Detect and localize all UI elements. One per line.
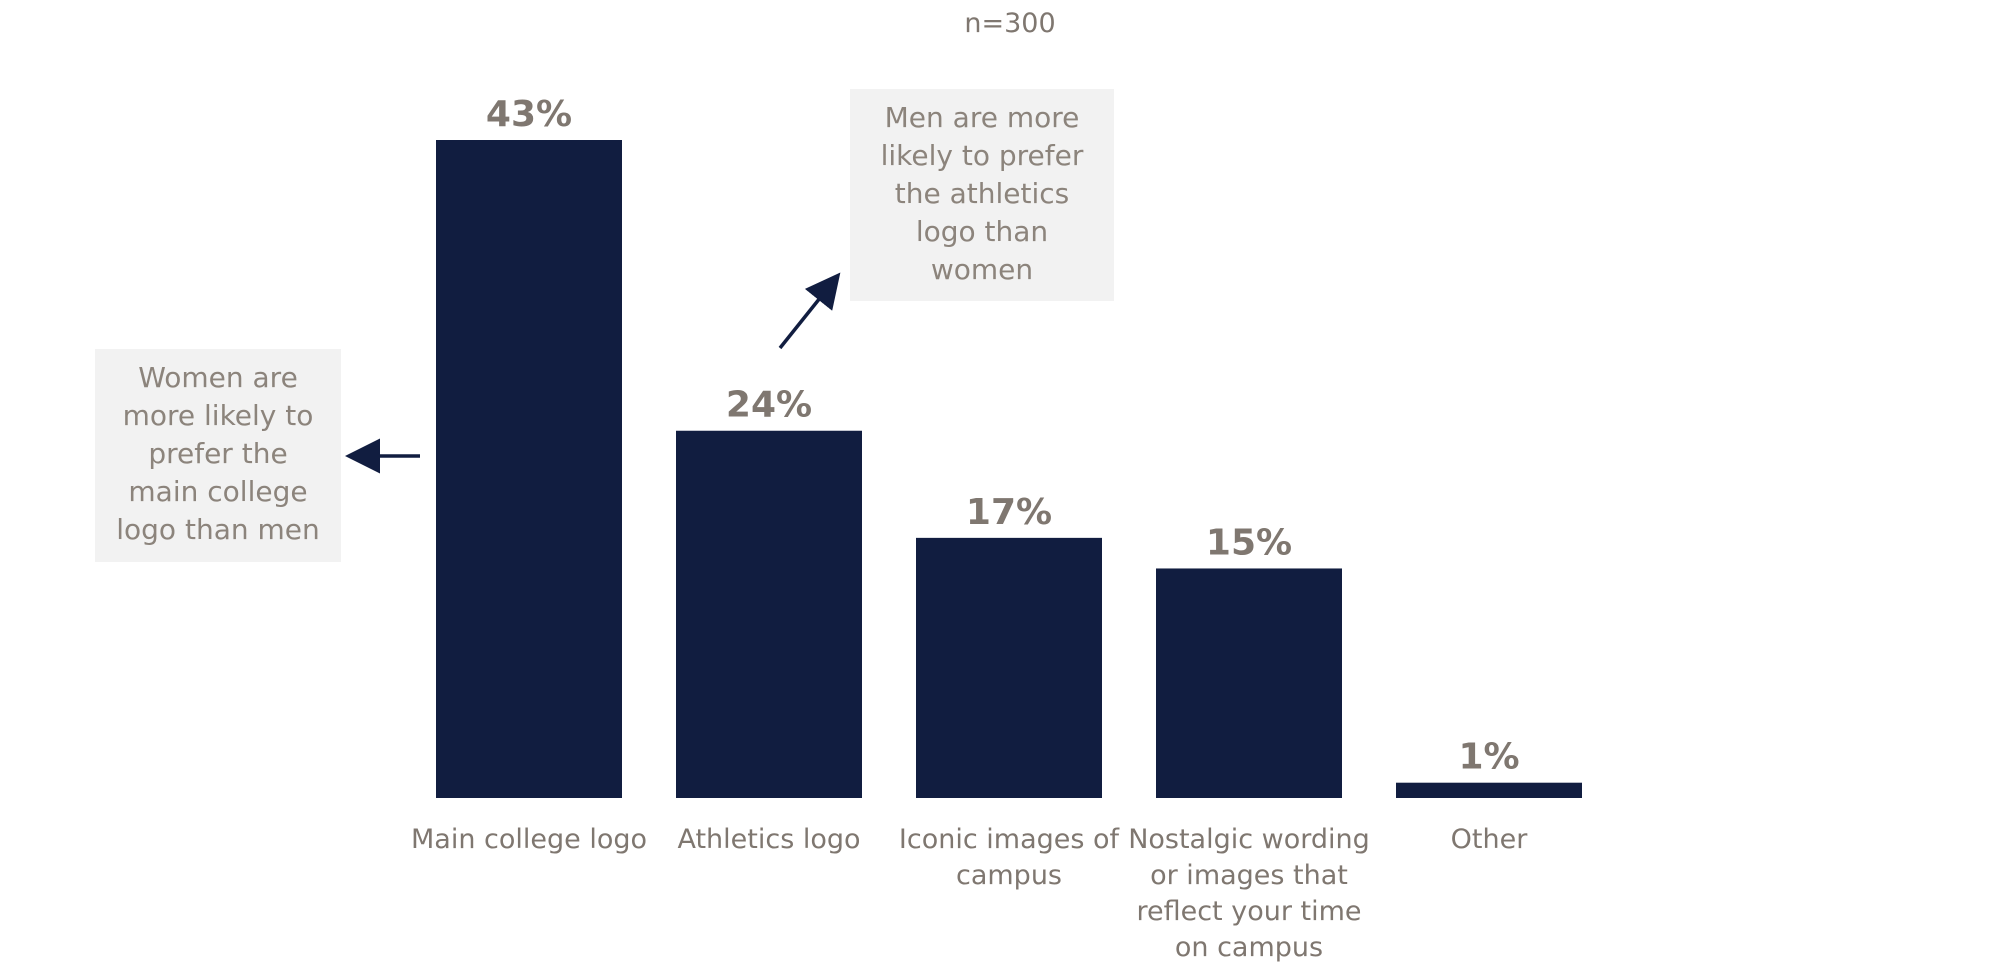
callout-arrow-men [778,272,841,350]
callout-line: prefer the [148,437,288,470]
category-label-line: Nostalgic wording [1128,824,1370,855]
value-labels-group: 43% 24% 17% 15% 1% [486,94,1520,778]
category-label-line: or images that [1150,860,1348,891]
value-label: 24% [726,385,812,426]
callout-line: logo than [915,215,1049,248]
category-label-line: Iconic images of [899,824,1121,855]
category-label-line: Other [1451,824,1529,855]
callout-line: logo than men [116,513,320,546]
sample-size-label: n=300 [964,8,1056,39]
callout-women-preference: Women are more likely to prefer the main… [95,349,341,562]
category-label: Iconic images of campus [899,824,1121,891]
category-label-line: campus [956,860,1062,891]
callout-men-preference: Men are more likely to prefer the athlet… [850,89,1114,301]
category-labels-group: Main college logo Athletics logo Iconic im… [411,824,1528,963]
callout-line: more likely to [122,399,314,432]
value-label: 1% [1458,737,1519,778]
category-label-line: reflect your time [1136,896,1361,927]
callout-line: women [930,253,1034,286]
value-label: 15% [1206,522,1292,563]
callout-line: the athletics [894,177,1070,210]
value-label: 43% [486,94,572,135]
bar [1156,568,1342,798]
callout-line: likely to prefer [880,139,1084,172]
callout-line: Men are more [884,101,1080,134]
callout-line: main college [128,475,308,508]
callout-line: Women are [138,361,298,394]
bar [1396,782,1582,798]
category-label: Main college logo [411,824,647,855]
callout-arrows-group [345,272,841,474]
bars-group [436,140,1582,798]
category-label-line: on campus [1175,932,1323,963]
bar [436,140,622,798]
category-label: Athletics logo [677,824,860,855]
bar [916,537,1102,798]
category-label: Other [1451,824,1529,855]
category-label-line: Athletics logo [677,824,860,855]
bar [676,430,862,798]
category-label: Nostalgic wording or images that reflect y… [1128,824,1370,963]
category-label-line: Main college logo [411,824,647,855]
value-label: 17% [966,492,1052,533]
